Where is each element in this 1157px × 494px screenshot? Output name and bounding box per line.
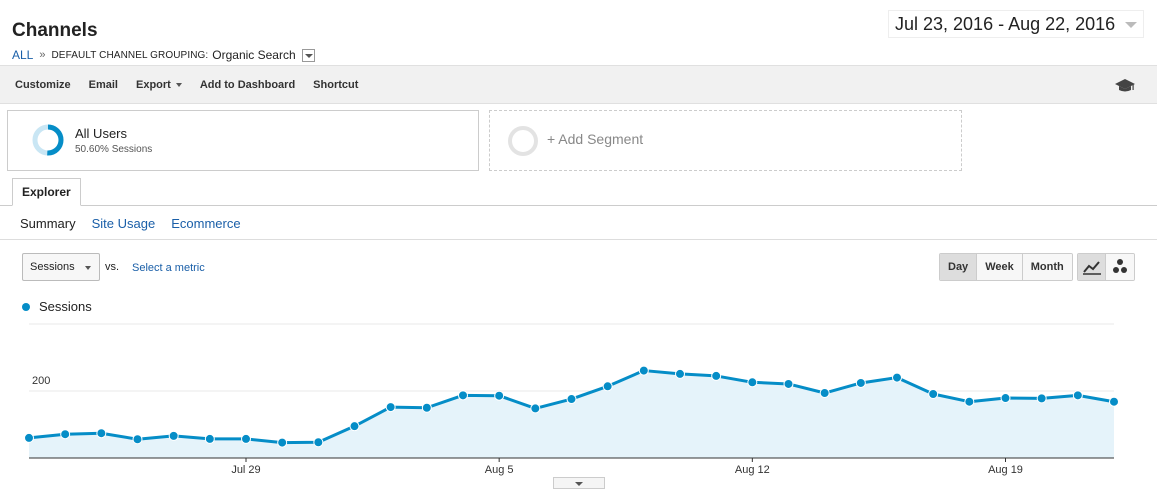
empty-segment-icon: [508, 126, 538, 156]
sessions-data-point: [675, 368, 685, 379]
subtab-ecommerce[interactable]: Ecommerce: [171, 216, 241, 231]
metric-select[interactable]: Sessions: [22, 253, 100, 281]
export-button[interactable]: Export: [136, 79, 182, 91]
y-tick-label: 400: [32, 318, 50, 320]
sessions-data-point: [421, 402, 432, 413]
shortcut-button[interactable]: Shortcut: [313, 78, 359, 91]
sessions-data-point: [241, 433, 251, 444]
segment-all-users[interactable]: All Users 50.60% Sessions: [7, 110, 479, 171]
sessions-data-point: [96, 428, 107, 439]
chart-legend: Sessions: [22, 299, 92, 314]
x-tick-label: Aug 5: [485, 464, 514, 476]
sessions-data-point: [385, 402, 396, 413]
tab-strip-border: [0, 205, 1157, 206]
add-to-dashboard-button[interactable]: Add to Dashboard: [199, 78, 296, 91]
segment-donut-icon: [32, 124, 64, 156]
sessions-data-point: [819, 388, 830, 399]
motion-chart-view-button[interactable]: [1106, 254, 1134, 280]
sessions-data-point: [638, 365, 649, 376]
segment-detail: 50.60% Sessions: [75, 144, 153, 155]
customize-button[interactable]: Customize: [15, 78, 71, 91]
legend-label-sessions: Sessions: [39, 299, 92, 314]
sessions-data-point: [964, 396, 975, 407]
vs-label: vs.: [105, 261, 120, 273]
sessions-data-point: [204, 433, 215, 444]
grouping-label: DEFAULT CHANNEL GROUPING:: [51, 49, 209, 61]
metric-select-value: Sessions: [30, 261, 75, 273]
divider: [0, 239, 1157, 240]
subtab-site-usage[interactable]: Site Usage: [91, 216, 156, 231]
sessions-data-point: [711, 370, 722, 381]
sessions-data-point: [892, 372, 902, 383]
sessions-data-point: [855, 377, 866, 388]
report-toolbar: Customize Email Export Add to Dashboard …: [0, 65, 1157, 104]
sessions-data-point: [1072, 390, 1083, 401]
export-label: Export: [135, 78, 171, 91]
select-metric-link[interactable]: Select a metric: [132, 262, 205, 274]
sessions-data-point: [168, 430, 179, 441]
chart-expander-handle[interactable]: [553, 477, 605, 489]
add-segment-label: + Add Segment: [547, 131, 644, 147]
sessions-data-point: [494, 390, 505, 401]
graduation-cap-icon[interactable]: [1115, 76, 1135, 94]
sessions-data-point: [566, 394, 577, 405]
line-chart-view-button[interactable]: [1078, 254, 1106, 280]
x-tick-label: Jul 29: [231, 464, 260, 476]
date-range-label: Jul 23, 2016 - Aug 22, 2016: [895, 13, 1116, 34]
period-day-button[interactable]: Day: [940, 254, 978, 280]
line-chart-icon: [1083, 261, 1101, 275]
sessions-data-point: [313, 437, 324, 448]
sessions-data-point: [60, 429, 71, 440]
sessions-data-point: [1036, 393, 1047, 404]
sessions-data-point: [928, 389, 939, 400]
sessions-data-point: [747, 377, 758, 388]
breadcrumb-all-link[interactable]: ALL: [12, 48, 34, 62]
sessions-area: [29, 370, 1114, 458]
tab-explorer[interactable]: Explorer: [12, 178, 81, 206]
period-toggle: Day Week Month: [939, 253, 1073, 281]
subtab-bar: Summary Site Usage Ecommerce: [20, 216, 241, 231]
y-tick-label: 200: [32, 375, 50, 387]
legend-dot-sessions: [22, 302, 30, 311]
subtab-summary[interactable]: Summary: [20, 216, 76, 231]
grouping-value: Organic Search: [212, 48, 296, 62]
period-month-button[interactable]: Month: [1022, 254, 1072, 280]
bubble-chart-icon: [1113, 259, 1127, 273]
x-tick-label: Aug 12: [735, 464, 770, 476]
sessions-data-point: [349, 421, 360, 432]
sessions-data-point: [602, 381, 613, 392]
add-segment-button[interactable]: + Add Segment: [489, 110, 962, 171]
sessions-data-point: [1000, 393, 1011, 404]
chevron-down-icon: [85, 266, 91, 270]
sessions-data-point: [1109, 396, 1119, 407]
date-range-picker[interactable]: Jul 23, 2016 - Aug 22, 2016: [888, 10, 1144, 38]
chart-view-toggle: [1077, 253, 1135, 281]
chevron-down-icon: [175, 82, 182, 87]
breadcrumb: ALL » DEFAULT CHANNEL GROUPING: Organic …: [12, 48, 315, 62]
chevron-down-icon: [1125, 22, 1137, 28]
sessions-data-point: [132, 434, 143, 445]
sessions-data-point: [458, 390, 468, 401]
page-title: Channels: [12, 20, 98, 41]
x-tick-label: Aug 19: [988, 464, 1023, 476]
grouping-dropdown-button[interactable]: [301, 48, 315, 62]
sessions-data-point: [783, 378, 794, 389]
breadcrumb-separator: »: [39, 49, 46, 61]
period-week-button[interactable]: Week: [977, 254, 1023, 280]
sessions-chart: 200 400 Jul 29 Aug 5 Aug 12 Aug 19: [24, 318, 1119, 476]
segment-name: All Users: [75, 126, 128, 141]
email-button[interactable]: Email: [88, 78, 118, 91]
sessions-data-point: [24, 432, 34, 443]
sessions-data-point: [530, 403, 541, 414]
sessions-data-point: [277, 437, 288, 448]
